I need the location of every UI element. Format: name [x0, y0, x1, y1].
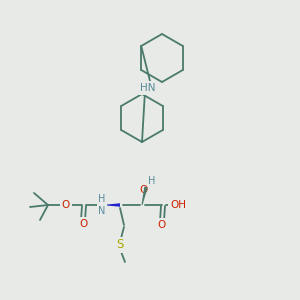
Polygon shape: [107, 203, 120, 207]
Text: S: S: [116, 238, 124, 251]
Text: O: O: [62, 200, 70, 210]
Text: O: O: [79, 219, 87, 229]
Text: O: O: [140, 185, 148, 195]
Text: H: H: [148, 176, 156, 186]
Text: HN: HN: [140, 83, 156, 93]
Text: O: O: [158, 220, 166, 230]
Text: H
N: H N: [98, 194, 106, 216]
Text: OH: OH: [170, 200, 186, 210]
Polygon shape: [142, 187, 148, 205]
